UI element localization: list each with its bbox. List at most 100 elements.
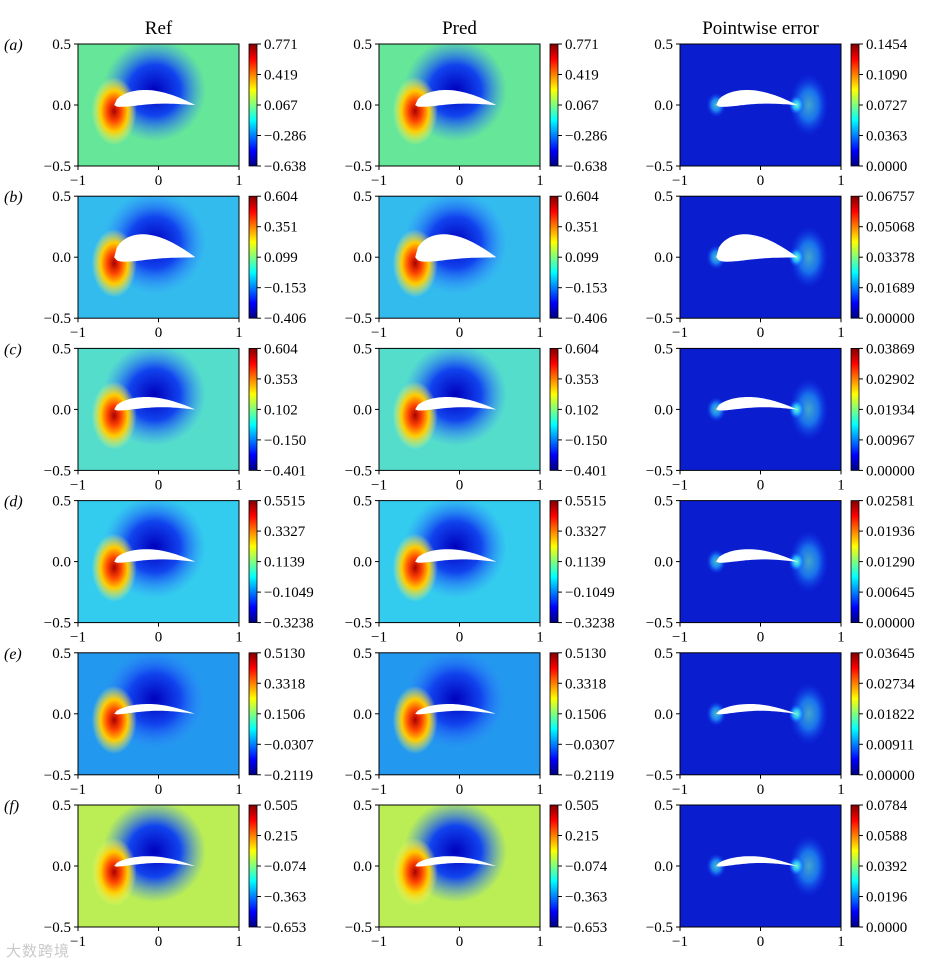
y-tick-label: 0.5 bbox=[654, 189, 673, 205]
colorbar-tick-label: −0.286 bbox=[565, 129, 608, 145]
colorbar-tick-label: −0.074 bbox=[565, 859, 608, 875]
y-tick-label: −0.5 bbox=[44, 616, 71, 632]
y-tick-label: 0.0 bbox=[52, 555, 71, 571]
colorbar-tick-label: 0.067 bbox=[264, 98, 298, 114]
x-tick-label: 1 bbox=[837, 934, 845, 950]
x-tick-label: 0 bbox=[155, 782, 163, 798]
colorbar-tick-label: 0.00000 bbox=[866, 311, 915, 327]
colorbar-tick-label: −0.401 bbox=[565, 463, 607, 479]
colorbar-tick-label: 0.01822 bbox=[866, 707, 915, 723]
colorbar-tick-label: 0.215 bbox=[264, 829, 298, 845]
error-tail bbox=[788, 247, 805, 267]
row-1: (b) −1 0 1 0.5 0.0 −0.5 0.604 0.351 0.099 −0.153 −0… bbox=[4, 189, 915, 341]
y-tick-label: 0.5 bbox=[654, 494, 673, 510]
colorbar-tick-label: 0.02734 bbox=[866, 676, 915, 692]
x-tick-label: 0 bbox=[757, 630, 765, 646]
colorbar bbox=[850, 43, 860, 167]
x-tick-label: 0 bbox=[456, 477, 464, 493]
colorbar-tick-label: 0.099 bbox=[264, 250, 298, 266]
colorbar-tick-label: −0.401 bbox=[264, 463, 306, 479]
error-wake bbox=[789, 226, 829, 288]
x-tick-label: 1 bbox=[837, 782, 845, 798]
colorbar-tick-label: 0.604 bbox=[264, 189, 298, 205]
y-tick-label: 0.5 bbox=[52, 37, 71, 53]
x-tick-label: 0 bbox=[456, 782, 464, 798]
row-label: (d) bbox=[4, 494, 23, 511]
y-tick-label: −0.5 bbox=[44, 463, 71, 479]
row-5: (f) −1 0 1 0.5 0.0 −0.5 0.505 0.215 −0.074 −0.363 −… bbox=[4, 798, 908, 950]
y-tick-label: 0.0 bbox=[654, 555, 673, 571]
colorbar-tick-label: −0.0307 bbox=[264, 737, 314, 753]
colorbar-tick-label: −0.153 bbox=[565, 281, 607, 297]
error-field bbox=[680, 348, 841, 471]
airfoil-shape bbox=[716, 90, 797, 107]
colorbar-tick-label: 0.01290 bbox=[866, 555, 915, 571]
colorbar bbox=[549, 500, 559, 624]
pressure-field bbox=[78, 805, 239, 927]
colorbar-tick-label: 0.505 bbox=[264, 798, 298, 814]
colorbar bbox=[248, 804, 258, 928]
colorbar-tick-label: 0.419 bbox=[264, 68, 298, 84]
y-tick-label: 0.0 bbox=[654, 98, 673, 114]
colorbar bbox=[248, 195, 258, 319]
colorbar-tick-label: 0.102 bbox=[264, 402, 298, 418]
colorbar-tick-label: 0.0588 bbox=[866, 829, 907, 845]
y-tick-label: 0.0 bbox=[52, 402, 71, 418]
y-tick-label: 0.0 bbox=[353, 555, 372, 571]
pressure-field bbox=[379, 805, 540, 927]
colorbar-tick-label: −0.638 bbox=[565, 159, 607, 175]
row-0: (a) −1 0 1 0.5 0.0 −0.5 0.771 0.419 0.067 −0.286 −0… bbox=[4, 37, 908, 189]
x-tick-label: −1 bbox=[70, 325, 86, 341]
colorbar-tick-label: −0.286 bbox=[264, 129, 307, 145]
colorbar-tick-label: −0.074 bbox=[264, 859, 307, 875]
y-tick-label: 0.5 bbox=[353, 646, 372, 662]
colorbar-tick-label: −0.406 bbox=[565, 311, 608, 327]
error-wake bbox=[789, 531, 829, 593]
y-tick-label: 0.0 bbox=[52, 250, 71, 266]
y-tick-label: 0.0 bbox=[52, 859, 71, 875]
y-tick-label: 0.0 bbox=[654, 707, 673, 723]
x-tick-label: −1 bbox=[70, 630, 86, 646]
colorbar-tick-label: 0.3318 bbox=[264, 676, 305, 692]
y-tick-label: 0.0 bbox=[353, 402, 372, 418]
pressure-field bbox=[78, 348, 239, 471]
colorbar-tick-label: 0.0363 bbox=[866, 129, 907, 145]
error-tail bbox=[788, 704, 805, 724]
colorbar-tick-label: 0.353 bbox=[264, 372, 298, 388]
y-tick-label: 0.5 bbox=[654, 646, 673, 662]
colorbar-tick-label: 0.02581 bbox=[866, 494, 915, 510]
y-tick-label: −0.5 bbox=[646, 768, 673, 784]
y-tick-label: −0.5 bbox=[44, 159, 71, 175]
y-tick-label: 0.0 bbox=[52, 98, 71, 114]
x-tick-label: −1 bbox=[672, 782, 688, 798]
airfoil-shape bbox=[114, 704, 195, 715]
colorbar-tick-label: 0.00645 bbox=[866, 585, 915, 601]
colorbar bbox=[850, 804, 860, 928]
airfoil-shape bbox=[716, 856, 797, 867]
colorbar-tick-label: 0.351 bbox=[565, 220, 599, 236]
colorbar-tick-label: 0.0392 bbox=[866, 859, 907, 875]
airfoil-shape bbox=[114, 856, 195, 867]
colorbar-tick-label: 0.00000 bbox=[866, 463, 915, 479]
colorbar-tick-label: 0.1139 bbox=[565, 555, 606, 571]
colorbar-tick-label: −0.153 bbox=[264, 281, 306, 297]
colorbar-tick-label: −0.653 bbox=[565, 920, 607, 936]
colorbar bbox=[850, 652, 860, 776]
y-tick-label: 0.5 bbox=[52, 646, 71, 662]
colorbar-tick-label: 0.771 bbox=[264, 37, 298, 53]
x-tick-label: 1 bbox=[536, 782, 544, 798]
colorbar-tick-label: 0.02902 bbox=[866, 372, 915, 388]
colorbar-tick-label: 0.3327 bbox=[264, 524, 306, 540]
colorbar-tick-label: 0.03378 bbox=[866, 250, 915, 266]
colorbar-tick-label: −0.0307 bbox=[565, 737, 615, 753]
x-tick-label: 0 bbox=[757, 325, 765, 341]
y-tick-label: 0.0 bbox=[52, 707, 71, 723]
error-wake bbox=[789, 683, 829, 745]
y-tick-label: −0.5 bbox=[44, 920, 71, 936]
colorbar-tick-label: 0.771 bbox=[565, 37, 599, 53]
y-tick-label: −0.5 bbox=[345, 463, 372, 479]
x-tick-label: 0 bbox=[757, 782, 765, 798]
row-label: (a) bbox=[4, 37, 23, 54]
stagnation-region bbox=[91, 533, 137, 602]
